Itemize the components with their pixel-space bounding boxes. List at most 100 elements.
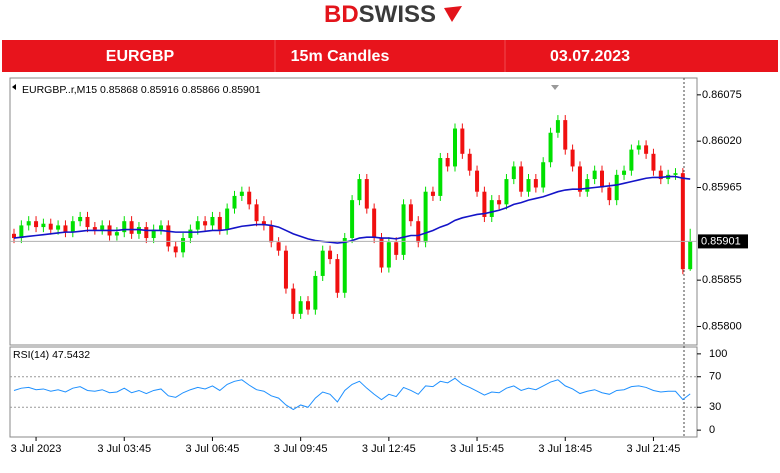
candle-body [644, 145, 649, 154]
candle-body [636, 145, 641, 150]
candle-body [63, 225, 68, 233]
banner [2, 40, 778, 72]
banner-timeframe: 15m Candles [291, 48, 390, 65]
candle-body [261, 221, 266, 226]
candle-body [688, 241, 693, 270]
candle-body [136, 227, 141, 234]
candle-body [129, 221, 134, 234]
x-tick-label: 3 Jul 18:45 [538, 443, 592, 455]
candle-body [386, 242, 391, 268]
candle-body [85, 216, 90, 228]
candle-body [511, 166, 516, 180]
candle-body [34, 221, 39, 228]
y-tick-label: 0.85855 [702, 274, 742, 286]
candle-body [394, 242, 399, 255]
candle-body [497, 200, 502, 205]
candle-body [254, 204, 259, 222]
x-tick-label: 3 Jul 03:45 [97, 443, 151, 455]
candle-body [570, 149, 575, 167]
candle-body [438, 158, 443, 196]
candle-body [247, 191, 252, 205]
candle-body [41, 223, 46, 228]
candle-body [526, 179, 531, 192]
candle-body [673, 173, 678, 175]
last-price-box [698, 234, 748, 249]
candle-body [100, 225, 105, 230]
candle-body [92, 227, 97, 230]
logo: BDSWISS [324, 1, 436, 28]
candle-body [203, 221, 208, 226]
x-tick-label: 3 Jul 21:45 [627, 443, 681, 455]
y-tick-label: 0.85800 [702, 320, 742, 332]
candle-body [548, 132, 553, 163]
candle-body [19, 225, 24, 239]
candle-body [122, 221, 127, 233]
y-tick-label: 30 [709, 401, 721, 413]
candle-body [467, 153, 472, 171]
candle-body [592, 170, 597, 180]
candle-body [629, 149, 634, 171]
candle-body [298, 301, 303, 314]
candle-body [56, 225, 61, 230]
candle-body [475, 170, 480, 192]
x-tick-label: 3 Jul 15:45 [450, 443, 504, 455]
banner-date: 03.07.2023 [550, 48, 630, 65]
y-tick-label: 0.86020 [702, 135, 742, 147]
candle-body [372, 208, 377, 239]
candle-body [335, 259, 340, 293]
candle-body [159, 225, 163, 230]
y-tick-label: 70 [709, 371, 721, 383]
candle-body [239, 191, 244, 196]
candle-body [144, 227, 149, 239]
candle-body [328, 250, 333, 260]
candle-body [555, 120, 560, 133]
candle-body [291, 288, 296, 314]
y-tick-label: 0.86075 [702, 89, 742, 101]
logo-right: SWISS [359, 1, 436, 28]
candle-body [276, 242, 281, 251]
candle-body [70, 221, 75, 233]
candle-body [357, 179, 362, 201]
candle-body [114, 232, 119, 236]
candle-body [482, 191, 487, 217]
candle-body [445, 158, 450, 167]
candle-body [541, 162, 546, 188]
candle-body [680, 173, 685, 270]
candle-body [600, 170, 604, 188]
candle-body [614, 174, 619, 201]
candle-body [504, 179, 509, 205]
candle-body [350, 200, 355, 239]
candle-body [651, 153, 656, 171]
rsi-panel [9, 346, 698, 438]
moving-average [13, 175, 691, 244]
candle-body [306, 301, 310, 310]
candle-body [563, 120, 568, 150]
candle-body [342, 238, 347, 293]
candle-body [453, 128, 457, 167]
candle-body [283, 250, 288, 289]
candle-body [423, 191, 428, 243]
y-tick-label: 0.85965 [702, 181, 742, 193]
candle-body [658, 170, 663, 180]
x-tick-label: 3 Jul 09:45 [274, 443, 328, 455]
candle-body [379, 238, 384, 268]
price-title: EURGBP..r,M15 0.85868 0.85916 0.85866 0.… [22, 84, 261, 96]
candle-body [364, 179, 369, 209]
candle-body [195, 221, 200, 230]
candle-body [12, 233, 16, 239]
candle-body [313, 275, 318, 310]
scroll-marker [551, 85, 559, 90]
y-tick-label: 100 [709, 348, 727, 360]
banner-pair: EURGBP [106, 48, 175, 65]
candle-body [585, 179, 590, 192]
x-tick-label: 3 Jul 06:45 [186, 443, 240, 455]
candle-body [26, 221, 31, 226]
collapse-marker [12, 84, 16, 90]
candle-body [173, 246, 178, 253]
price-panel [9, 77, 698, 346]
candle-body [232, 195, 237, 209]
candle-body [460, 128, 465, 154]
candle-body [151, 229, 156, 239]
